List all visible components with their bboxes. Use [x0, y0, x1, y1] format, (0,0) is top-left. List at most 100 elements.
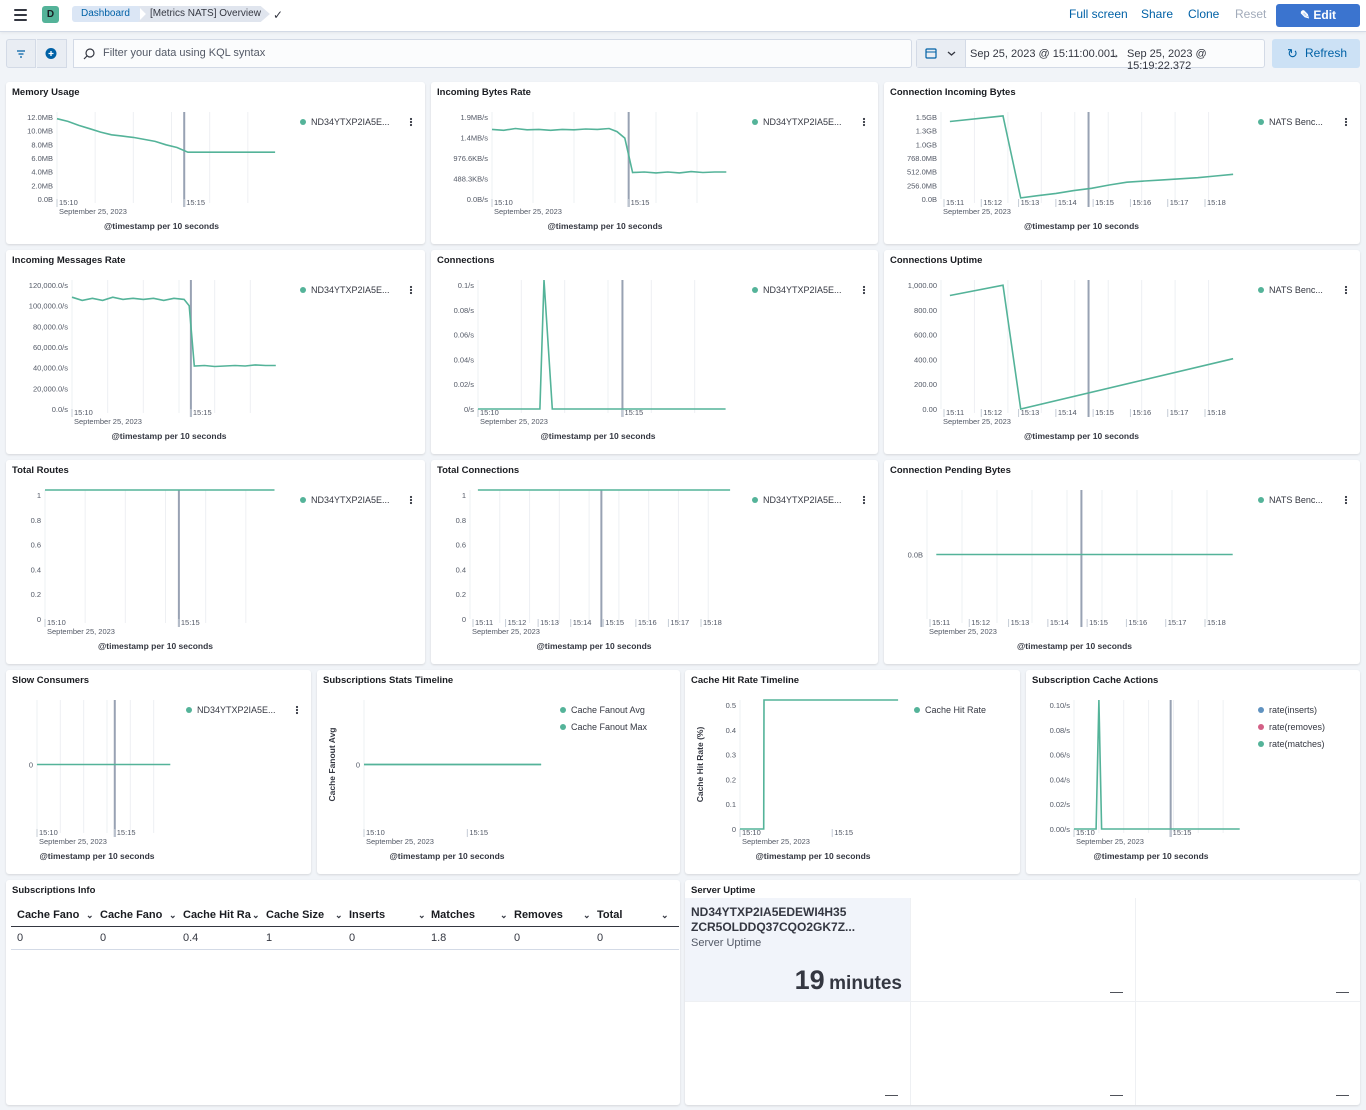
column-header[interactable]: Cache Size [266, 909, 325, 921]
legend-label: rate(matches) [1269, 739, 1325, 749]
panel-title: Cache Hit Rate Timeline [691, 675, 800, 686]
panel-connection-pending-bytes: Connection Pending Bytes 0.0B 15:11 15:12 15… [884, 460, 1360, 664]
chevron-down-icon[interactable]: ⌄ [583, 910, 591, 920]
column-header[interactable]: Inserts [349, 909, 386, 921]
x-tick-label: 15:10 [742, 828, 761, 837]
table-cell: 0 [597, 932, 604, 944]
breadcrumb-dashboard[interactable]: Dashboard [72, 6, 140, 22]
refresh-button-label: Refresh [1305, 46, 1348, 60]
x-tick-label: 15:15 [1095, 198, 1114, 207]
y-tick-label: 200.00 [914, 380, 937, 389]
panel-options-icon[interactable] [1344, 495, 1348, 505]
date-start[interactable]: Sep 25, 2023 @ 15:11:00.001 [970, 48, 1117, 60]
date-end[interactable]: Sep 25, 2023 @ 15:19:22.372 [1127, 48, 1207, 72]
y-tick-label: 0.2 [726, 775, 736, 784]
panel-server-uptime: Server Uptime ND34YTXP2IA5EDEWI4H35 ZCR5… [685, 880, 1360, 1105]
table-body: 0 0 0.4 1 0 1.8 0 0 [11, 927, 679, 950]
y-tick-label: 0.00/s [1050, 825, 1071, 834]
chevron-down-icon[interactable]: ⌄ [500, 910, 508, 920]
y-tick-label: 0.0B [908, 551, 923, 560]
x-date-label: September 25, 2023 [1076, 837, 1144, 846]
empty-metric-value: — [1336, 984, 1349, 999]
y-tick-label: 0.1/s [458, 281, 475, 290]
options-dot [409, 123, 413, 127]
panel-options-icon[interactable] [862, 117, 866, 127]
panel-options-icon[interactable] [1344, 117, 1348, 127]
chevron-down-icon[interactable]: ⌄ [418, 910, 426, 920]
chevron-down-icon[interactable]: ⌄ [661, 910, 669, 920]
options-dot [862, 288, 866, 292]
kql-search-input[interactable]: Filter your data using KQL syntax [73, 39, 912, 68]
options-dot [862, 495, 866, 499]
y-tick-label: 0 [37, 615, 41, 624]
y-tick-label: 0.02/s [1050, 800, 1071, 809]
server-name: ND34YTXP2IA5EDEWI4H35 ZCR5OLDDQ37CQO2GK7… [691, 905, 855, 935]
metric-tile[interactable]: ND34YTXP2IA5EDEWI4H35 ZCR5OLDDQ37CQO2GK7… [685, 898, 910, 1001]
y-tick-label: 1.3GB [916, 127, 937, 136]
x-axis-caption: @timestamp per 10 seconds [540, 431, 655, 441]
empty-metric-value: — [1336, 1087, 1349, 1102]
column-header[interactable]: Cache Fano [100, 909, 163, 921]
legend-swatch [1258, 497, 1264, 503]
column-header[interactable]: Cache Hit Ra [183, 909, 251, 921]
panel-options-icon[interactable] [409, 495, 413, 505]
table-cell: 0 [17, 932, 24, 944]
x-tick-label: 15:14 [1050, 618, 1069, 627]
x-tick-label: 15:16 [638, 618, 657, 627]
panel-options-icon[interactable] [1344, 285, 1348, 295]
y-tick-label: 0.10/s [1050, 701, 1071, 710]
panel-options-icon[interactable] [295, 705, 299, 715]
chevron-down-icon[interactable]: ⌄ [86, 910, 94, 920]
add-filter-button[interactable] [37, 39, 67, 68]
reset-button[interactable]: Reset [1235, 7, 1267, 21]
panel-options-icon[interactable] [862, 285, 866, 295]
panel-total-connections: Total Connections 1 0.8 0.6 0.4 0.2 0 15:11 15:1… [431, 460, 878, 664]
checkmark-icon: ✓ [273, 8, 284, 22]
x-tick-label: 15:12 [508, 618, 527, 627]
y-tick-label: 0.08/s [1050, 726, 1071, 735]
share-button[interactable]: Share [1141, 7, 1174, 21]
legend-swatch [1258, 119, 1264, 125]
panel-options-icon[interactable] [409, 117, 413, 127]
metric-value: 19 minutes [795, 965, 902, 996]
x-date-label: September 25, 2023 [47, 627, 115, 636]
chevron-down-icon[interactable]: ⌄ [252, 910, 260, 920]
table-cell: 0 [100, 932, 107, 944]
date-picker[interactable]: Sep 25, 2023 @ 15:11:00.001 → Sep 25, 20… [916, 39, 1265, 72]
y-tick-label: 8.0MB [31, 140, 53, 149]
x-tick-label: 15:11 [946, 198, 964, 207]
panel-options-icon[interactable] [862, 495, 866, 505]
series-line [56, 117, 276, 153]
refresh-button[interactable]: ↻ Refresh [1272, 39, 1360, 68]
quick-select-button[interactable] [917, 40, 966, 67]
legend-swatch [1258, 741, 1264, 747]
x-tick-label: 15:16 [1132, 198, 1151, 207]
y-tick-label: 0 [462, 615, 466, 624]
arrow-right-icon: → [1108, 47, 1120, 61]
x-axis-caption: @timestamp per 10 seconds [547, 221, 662, 231]
filter-options-button[interactable] [6, 39, 36, 68]
full-screen-button[interactable]: Full screen [1069, 7, 1128, 21]
refresh-icon: ↻ [1287, 46, 1298, 61]
x-tick-label: 15:16 [1128, 618, 1147, 627]
menu-icon[interactable] [14, 9, 27, 21]
options-dot [295, 708, 299, 712]
clone-button[interactable]: Clone [1188, 7, 1220, 21]
x-date-label: September 25, 2023 [943, 207, 1011, 216]
panel-title: Total Connections [437, 465, 520, 476]
legend-label: ND34YTXP2IA5E... [311, 495, 390, 505]
column-header[interactable]: Matches [431, 909, 476, 921]
panel-memory-usage: Memory Usage 12.0MB 10.0MB 8.0MB 6.0MB 4.0MB 2… [6, 82, 425, 244]
edit-button[interactable]: ✎ Edit [1276, 4, 1360, 27]
space-avatar[interactable]: D [42, 6, 59, 23]
x-date-label: September 25, 2023 [59, 207, 127, 216]
tile-divider [910, 1001, 1360, 1002]
panel-options-icon[interactable] [409, 285, 413, 295]
chevron-down-icon[interactable]: ⌄ [335, 910, 343, 920]
legend-swatch [914, 707, 920, 713]
chevron-down-icon[interactable]: ⌄ [169, 910, 177, 920]
column-header[interactable]: Cache Fano [17, 909, 80, 921]
column-header[interactable]: Total [597, 909, 623, 921]
options-dot [409, 117, 413, 121]
column-header[interactable]: Removes [514, 909, 563, 921]
